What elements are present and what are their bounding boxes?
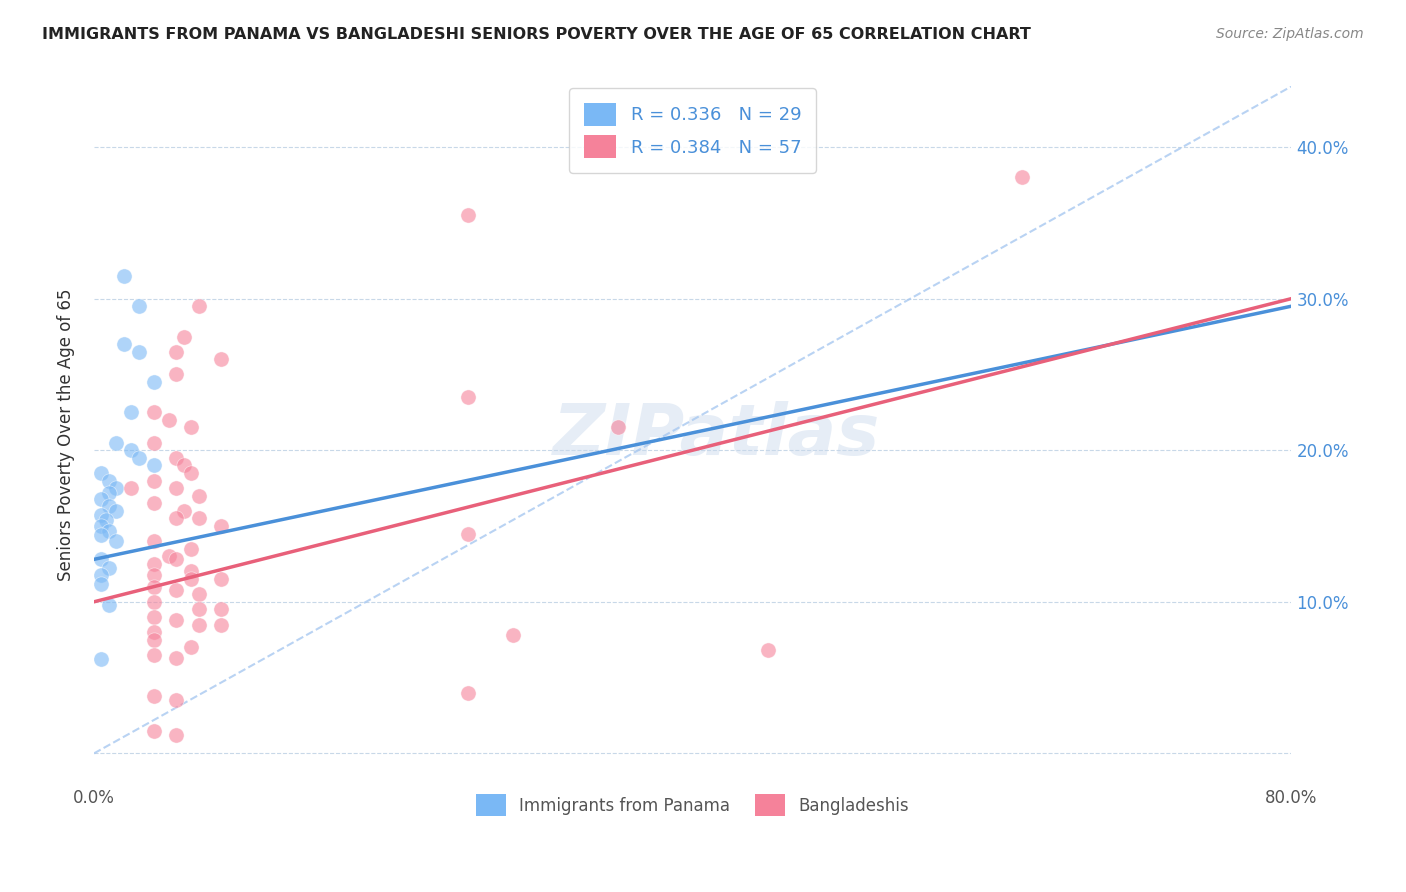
Point <box>90 552 112 566</box>
Point <box>165 651 187 665</box>
Text: IMMIGRANTS FROM PANAMA VS BANGLADESHI SENIORS POVERTY OVER THE AGE OF 65 CORRELA: IMMIGRANTS FROM PANAMA VS BANGLADESHI SE… <box>42 27 1031 42</box>
Point <box>209 572 232 586</box>
Point <box>180 572 202 586</box>
Point <box>165 481 187 495</box>
Point <box>142 648 165 662</box>
Point <box>90 519 112 533</box>
Point <box>165 613 187 627</box>
Point <box>180 466 202 480</box>
Point <box>97 598 120 612</box>
Point <box>90 576 112 591</box>
Point <box>94 513 117 527</box>
Point <box>142 595 165 609</box>
Point <box>606 420 628 434</box>
Point <box>105 504 128 518</box>
Point <box>180 541 202 556</box>
Point <box>165 450 187 465</box>
Point <box>173 329 195 343</box>
Point <box>209 602 232 616</box>
Point <box>105 534 128 549</box>
Point <box>157 413 180 427</box>
Point <box>187 617 209 632</box>
Point <box>165 693 187 707</box>
Point <box>457 526 479 541</box>
Point <box>457 208 479 222</box>
Point <box>90 652 112 666</box>
Point <box>142 632 165 647</box>
Text: ZIPatlas: ZIPatlas <box>553 401 880 469</box>
Point <box>142 474 165 488</box>
Y-axis label: Seniors Poverty Over the Age of 65: Seniors Poverty Over the Age of 65 <box>58 289 75 582</box>
Point <box>457 390 479 404</box>
Point <box>120 481 142 495</box>
Point <box>90 508 112 523</box>
Point <box>142 375 165 389</box>
Point <box>180 420 202 434</box>
Point <box>142 723 165 738</box>
Text: Source: ZipAtlas.com: Source: ZipAtlas.com <box>1216 27 1364 41</box>
Point <box>165 552 187 566</box>
Point <box>142 405 165 419</box>
Point <box>142 534 165 549</box>
Point <box>165 728 187 742</box>
Point <box>180 565 202 579</box>
Point <box>173 458 195 473</box>
Point <box>187 489 209 503</box>
Point <box>209 519 232 533</box>
Point <box>142 580 165 594</box>
Point <box>187 299 209 313</box>
Point <box>756 643 779 657</box>
Point <box>142 567 165 582</box>
Point <box>165 344 187 359</box>
Point <box>502 628 524 642</box>
Point <box>128 299 150 313</box>
Point <box>209 617 232 632</box>
Point <box>97 485 120 500</box>
Point <box>112 337 135 351</box>
Legend: Immigrants from Panama, Bangladeshis: Immigrants from Panama, Bangladeshis <box>468 786 918 824</box>
Point <box>180 640 202 655</box>
Point <box>187 587 209 601</box>
Point <box>142 610 165 624</box>
Point <box>1011 170 1033 185</box>
Point <box>90 466 112 480</box>
Point <box>105 481 128 495</box>
Point <box>142 557 165 571</box>
Point <box>142 496 165 510</box>
Point <box>165 582 187 597</box>
Point <box>165 511 187 525</box>
Point <box>187 602 209 616</box>
Point <box>90 528 112 542</box>
Point <box>165 368 187 382</box>
Point <box>209 352 232 367</box>
Point <box>90 491 112 506</box>
Point <box>142 458 165 473</box>
Point <box>112 268 135 283</box>
Point <box>157 549 180 564</box>
Point <box>105 435 128 450</box>
Point <box>120 443 142 458</box>
Point <box>142 435 165 450</box>
Point <box>128 344 150 359</box>
Point <box>187 511 209 525</box>
Point <box>90 567 112 582</box>
Point <box>120 405 142 419</box>
Point <box>128 450 150 465</box>
Point <box>457 686 479 700</box>
Point <box>142 689 165 703</box>
Point <box>97 500 120 514</box>
Point <box>97 524 120 538</box>
Point <box>142 625 165 640</box>
Point <box>173 504 195 518</box>
Point <box>97 474 120 488</box>
Point <box>97 561 120 575</box>
